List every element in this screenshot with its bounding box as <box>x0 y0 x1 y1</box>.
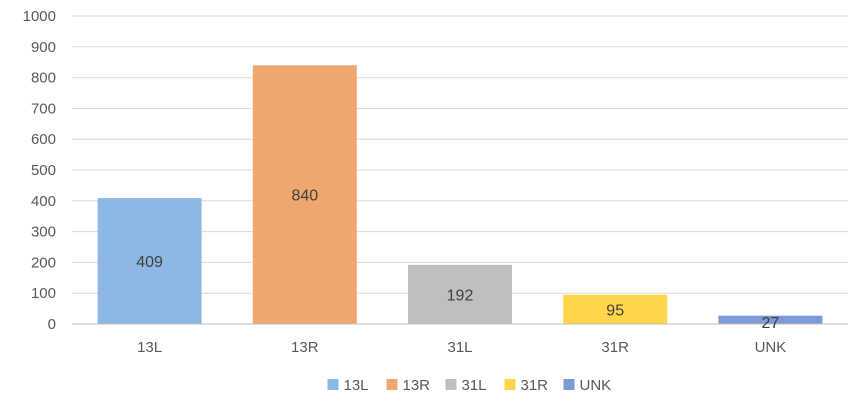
x-category-label: 31R <box>601 339 629 356</box>
legend-item: 13L <box>327 377 369 394</box>
y-tick-label: 400 <box>31 193 56 210</box>
legend-swatch <box>563 379 575 390</box>
bar-unk <box>718 315 823 324</box>
x-category-label: 31L <box>447 339 472 356</box>
legend-swatch <box>504 379 516 390</box>
data-label: 840 <box>291 188 318 205</box>
x-category-label: 13L <box>137 339 162 356</box>
data-labels: 409 840 192 95 27 <box>136 188 779 332</box>
data-label: 409 <box>136 254 163 271</box>
x-category-label: UNK <box>755 339 787 356</box>
y-tick-label: 700 <box>31 100 56 117</box>
data-label: 27 <box>762 315 780 332</box>
legend-label: 31R <box>521 377 549 394</box>
legend-label: UNK <box>580 377 612 394</box>
y-tick-label: 500 <box>31 162 56 179</box>
y-tick-label: 200 <box>31 254 56 271</box>
legend-swatch <box>386 379 398 390</box>
legend-label: 31L <box>462 377 487 394</box>
y-tick-label: 1000 <box>23 8 56 25</box>
y-tick-label: 100 <box>31 285 56 302</box>
y-tick-label: 600 <box>31 131 56 148</box>
bar-31r <box>563 294 668 324</box>
y-tick-label: 900 <box>31 39 56 56</box>
bars <box>97 65 823 324</box>
legend-label: 13R <box>403 377 431 394</box>
legend-swatch <box>327 379 339 390</box>
legend-item: UNK <box>563 377 612 394</box>
data-label: 95 <box>606 302 624 319</box>
y-axis-ticks: 0 100 200 300 400 500 600 700 800 900 1000 <box>23 8 56 333</box>
data-label: 192 <box>447 287 474 304</box>
legend-item: 13R <box>386 377 431 394</box>
legend-label: 13L <box>344 377 369 394</box>
x-category-label: 13R <box>291 339 319 356</box>
legend: 13L 13R 31L 31R UNK <box>327 377 612 394</box>
y-tick-label: 800 <box>31 70 56 87</box>
bar-13l <box>97 198 202 324</box>
bar-13r <box>252 65 357 324</box>
y-tick-label: 300 <box>31 224 56 241</box>
legend-swatch <box>445 379 457 390</box>
legend-item: 31L <box>445 377 487 394</box>
bar-31l <box>408 264 512 324</box>
y-tick-label: 0 <box>48 316 56 333</box>
x-axis-categories: 13L 13R 31L 31R UNK <box>137 339 786 356</box>
legend-item: 31R <box>504 377 549 394</box>
